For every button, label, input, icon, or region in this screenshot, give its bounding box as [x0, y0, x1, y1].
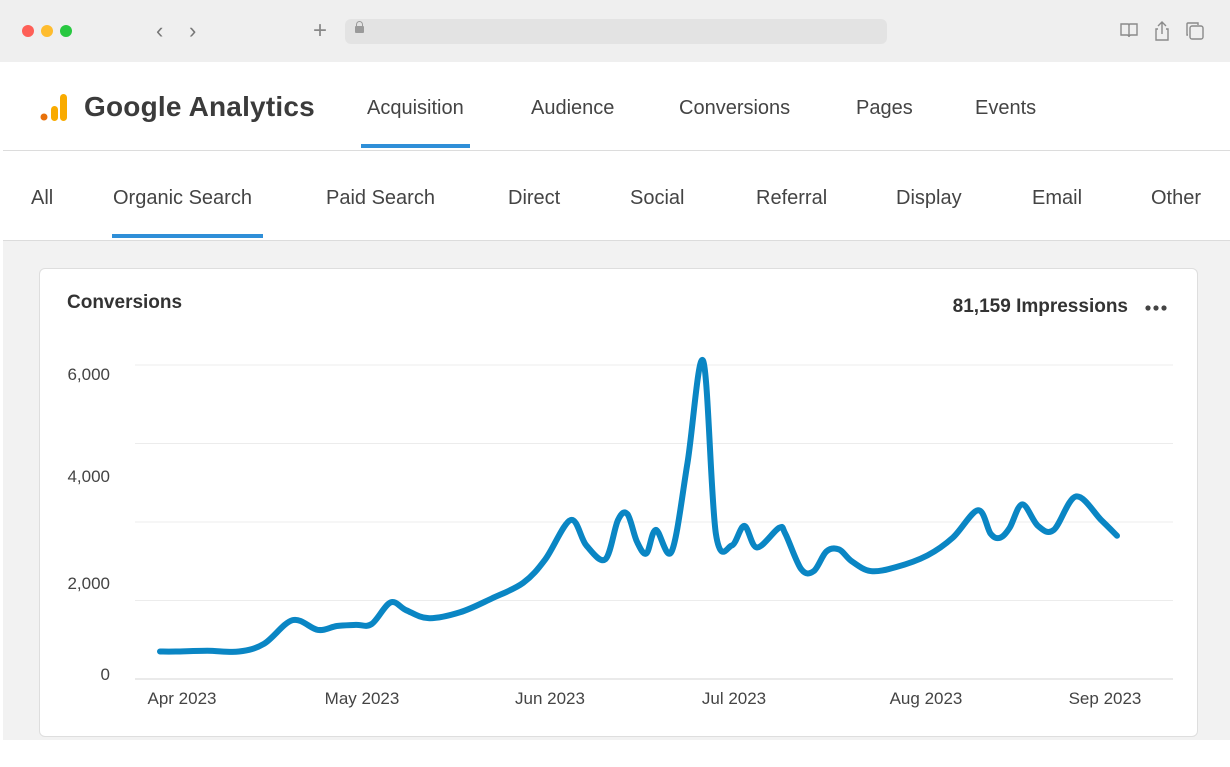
tab-conversions[interactable]: Conversions [679, 97, 791, 119]
share-icon[interactable] [1154, 21, 1170, 41]
tab-organic-search[interactable]: Organic Search [112, 187, 263, 238]
minimize-window-button[interactable] [41, 25, 53, 37]
card-title: Conversions [67, 292, 183, 313]
tab-all[interactable]: All [31, 187, 54, 209]
browser-toolbar: ‹ › + [0, 0, 1230, 62]
tab-direct[interactable]: Direct [508, 187, 561, 209]
series-line [157, 357, 1120, 655]
y-tick-label: 0 [101, 665, 110, 684]
tab-paid-search[interactable]: Paid Search [326, 187, 435, 209]
x-tick-label: May 2023 [325, 689, 400, 708]
plus-icon[interactable]: + [313, 17, 328, 44]
address-bar[interactable] [345, 19, 887, 44]
tab-email[interactable]: Email [1032, 187, 1083, 209]
tabs-icon[interactable] [1185, 21, 1205, 41]
conversions-card: Conversions 81,159 Impressions 6,000 4,00… [39, 268, 1198, 737]
x-tick-label: Apr 2023 [148, 689, 217, 708]
channel-tabs: All Organic Search Paid Search Direct Social… [3, 151, 1230, 241]
y-tick-label: 4,000 [67, 467, 110, 486]
app-window: Google Analytics Acquisition Audience Conv… [3, 62, 1230, 740]
y-tick-label: 6,000 [67, 365, 110, 384]
book-icon[interactable] [1119, 21, 1139, 39]
app-title: Google Analytics [84, 91, 315, 122]
tab-social[interactable]: Social [630, 187, 685, 209]
tab-pages[interactable]: Pages [856, 97, 913, 119]
maximize-window-button[interactable] [60, 25, 72, 37]
tab-acquisition[interactable]: Acquisition [361, 97, 470, 148]
tab-audience[interactable]: Audience [531, 97, 615, 119]
x-tick-label: Aug 2023 [890, 689, 963, 708]
app-header: Google Analytics Acquisition Audience Conv… [3, 62, 1230, 151]
close-window-button[interactable] [22, 25, 34, 37]
more-horizontal-icon[interactable] [1145, 305, 1167, 311]
y-tick-label: 2,000 [67, 574, 110, 593]
tab-referral[interactable]: Referral [756, 187, 828, 209]
tab-display[interactable]: Display [896, 187, 962, 209]
x-tick-label: Sep 2023 [1069, 689, 1142, 708]
impressions-count: 81,159 Impressions [952, 296, 1128, 317]
chevron-right-icon[interactable]: › [189, 18, 197, 43]
analytics-logo-icon [40, 94, 67, 121]
lock-icon [355, 21, 364, 33]
x-tick-label: Jul 2023 [702, 689, 766, 708]
chevron-left-icon[interactable]: ‹ [156, 18, 164, 43]
tab-other[interactable]: Other [1151, 187, 1202, 209]
x-tick-label: Jun 2023 [515, 689, 585, 708]
tab-events[interactable]: Events [975, 97, 1037, 119]
conversions-line-chart: 6,000 4,000 2,000 0 Apr 2023 May 2023 Jun 2023… [67, 357, 1173, 708]
